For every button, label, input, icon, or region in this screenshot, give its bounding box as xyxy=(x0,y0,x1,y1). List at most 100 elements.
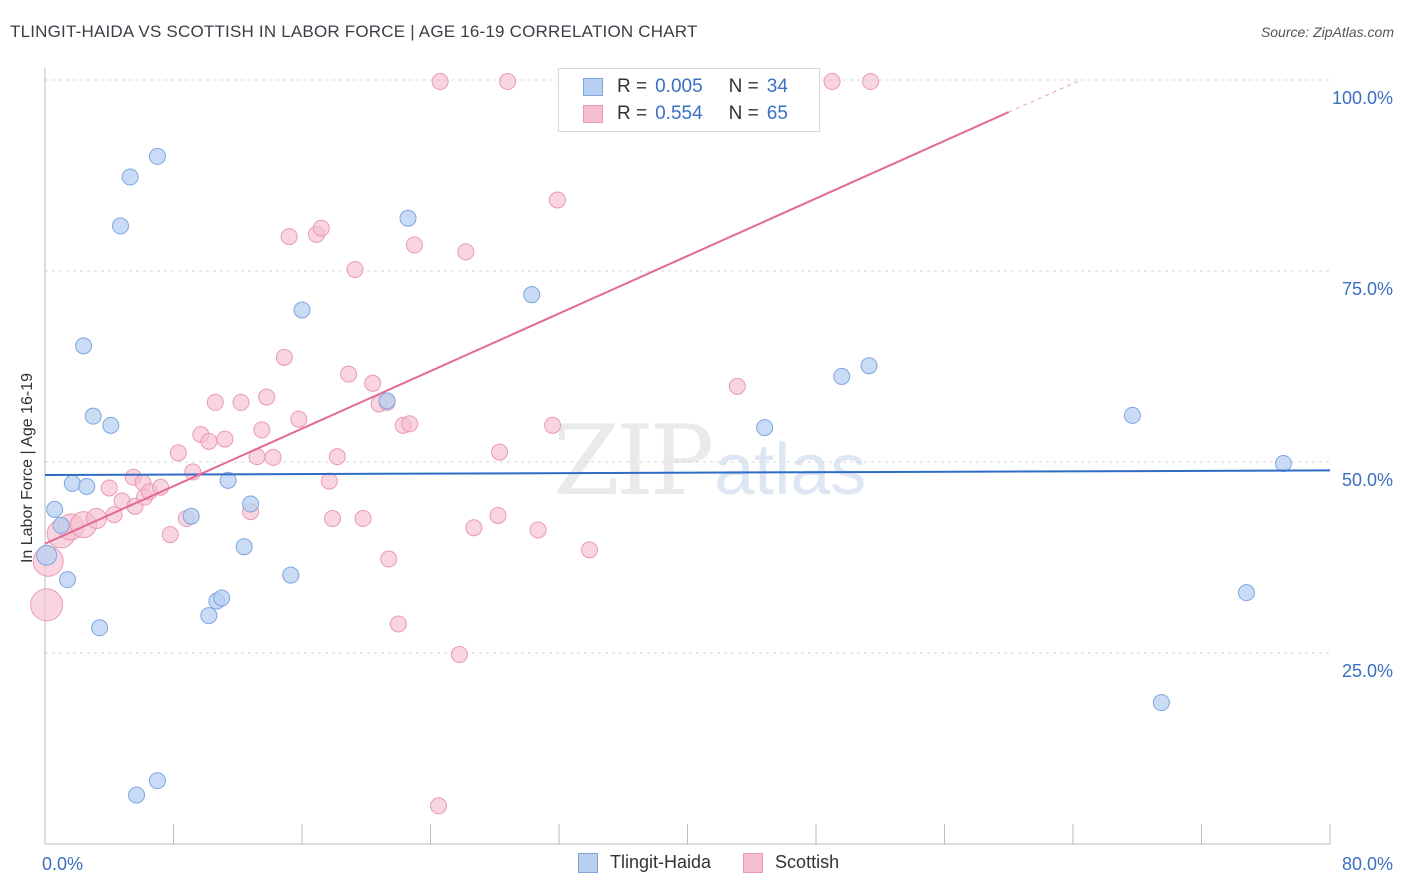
chart-title: TLINGIT-HAIDA VS SCOTTISH IN LABOR FORCE… xyxy=(10,22,698,41)
scottish-point xyxy=(290,410,308,428)
legend-label-tlingit-haida: Tlingit-Haida xyxy=(610,852,712,872)
n-value: 34 xyxy=(766,76,788,97)
scottish-point xyxy=(499,73,517,91)
scottish-point xyxy=(280,228,298,246)
tlingit-haida-point xyxy=(78,477,96,495)
scottish-point xyxy=(253,421,271,439)
tlingit-haida-point xyxy=(102,416,120,434)
n-label: N = xyxy=(728,103,759,124)
scottish-point xyxy=(862,73,880,91)
tlingit-haida-point xyxy=(63,474,81,492)
tlingit-haida-point xyxy=(46,500,64,518)
scottish-point xyxy=(823,73,841,91)
tlingit-haida-point xyxy=(182,507,200,525)
scottish-point xyxy=(491,443,509,461)
tlingit-haida-point xyxy=(756,419,774,437)
scottish-point xyxy=(258,388,276,406)
tlingit-haida-point xyxy=(1152,694,1170,712)
scottish-point xyxy=(216,430,234,448)
scottish-point xyxy=(169,444,187,462)
scottish-point xyxy=(346,260,364,278)
scottish-point xyxy=(354,510,372,528)
y-tick-label: 100.0% xyxy=(1332,88,1393,108)
tlingit-haida-point xyxy=(121,168,139,186)
tlingit-haida-point xyxy=(200,607,218,625)
scottish-point xyxy=(728,377,746,395)
tlingit-haida-point xyxy=(58,571,76,589)
scottish-point xyxy=(405,236,423,254)
watermark: ZIPatlas xyxy=(553,405,866,517)
scottish-point xyxy=(30,588,64,622)
y-axis-label: In Labor Force | Age 16-19 xyxy=(19,372,36,564)
scottish-point xyxy=(581,541,599,559)
tlingit-haida-point xyxy=(1123,406,1141,424)
scottish-point xyxy=(529,521,547,539)
r-label: R = xyxy=(617,103,648,124)
watermark-zip: ZIP xyxy=(553,405,714,517)
tlingit-haida-point xyxy=(91,619,109,637)
tlingit-haida-point xyxy=(378,392,396,410)
scottish-point xyxy=(206,393,224,411)
x-tick-label: 80.0% xyxy=(1342,854,1393,874)
scottish-point xyxy=(389,615,407,633)
watermark-atlas: atlas xyxy=(714,430,867,510)
scottish-point xyxy=(232,393,250,411)
stats-row-tlingit-haida: R = 0.005 N = 34 xyxy=(583,75,814,99)
tlingit-haida-point xyxy=(833,367,851,385)
scottish-point xyxy=(465,519,483,537)
tlingit-haida-point xyxy=(75,337,93,355)
tlingit-haida-point xyxy=(84,407,102,425)
scottish-point xyxy=(431,73,449,91)
scottish-point xyxy=(364,374,382,392)
tlingit-haida-point xyxy=(148,147,166,165)
n-label: N = xyxy=(728,76,759,97)
scottish-point xyxy=(161,526,179,544)
legend-label-scottish: Scottish xyxy=(775,852,840,872)
scottish-point xyxy=(200,432,218,450)
tlingit-haida-point xyxy=(148,772,166,790)
scottish-point xyxy=(312,219,330,237)
tlingit-haida-point xyxy=(128,786,146,804)
tlingit-haida-legend-swatch xyxy=(578,852,598,873)
scottish-point xyxy=(324,510,342,528)
legend-item-scottish[interactable]: Scottish xyxy=(743,852,839,873)
tlingit-haida-swatch xyxy=(583,78,603,96)
x-tick-label: 0.0% xyxy=(42,854,83,874)
scottish-point xyxy=(401,415,419,433)
scottish-point xyxy=(264,448,282,466)
scottish-point xyxy=(380,550,398,568)
scottish-trendline xyxy=(44,111,1010,545)
scottish-point xyxy=(430,797,448,815)
tlingit-haida-point xyxy=(219,471,237,489)
r-value: 0.554 xyxy=(655,103,703,124)
y-tick-label: 75.0% xyxy=(1342,279,1393,299)
tlingit-haida-point xyxy=(36,544,58,566)
r-label: R = xyxy=(617,76,648,97)
stats-legend: R = 0.005 N = 34 R = 0.554 N = 65 xyxy=(558,68,820,132)
source-label: Source: ZipAtlas.com xyxy=(1260,24,1394,40)
tlingit-haida-point xyxy=(860,357,878,375)
y-tick-label: 25.0% xyxy=(1342,661,1393,681)
scottish-point xyxy=(320,472,338,490)
tlingit-haida-point xyxy=(52,516,70,534)
scottish-point xyxy=(328,448,346,466)
scottish-point xyxy=(450,646,468,664)
tlingit-haida-point xyxy=(111,217,129,235)
scottish-point xyxy=(489,506,507,524)
scottish-point xyxy=(548,191,566,209)
scottish-point xyxy=(100,479,118,497)
tlingit-haida-point xyxy=(523,286,541,304)
tlingit-haida-point xyxy=(242,495,260,513)
tlingit-haida-point xyxy=(293,301,311,319)
y-tick-label: 50.0% xyxy=(1342,470,1393,490)
scottish-point xyxy=(340,365,358,383)
scottish-legend-swatch xyxy=(743,852,764,873)
tlingit-haida-point xyxy=(1274,455,1292,473)
tlingit-haida-point xyxy=(213,589,231,607)
scottish-trendline-extension xyxy=(1008,79,1082,113)
tlingit-haida-point xyxy=(1237,584,1255,602)
legend-item-tlingit-haida[interactable]: Tlingit-Haida xyxy=(578,852,711,873)
series-legend: Tlingit-Haida Scottish xyxy=(578,852,871,873)
tlingit-haida-point xyxy=(399,209,417,227)
